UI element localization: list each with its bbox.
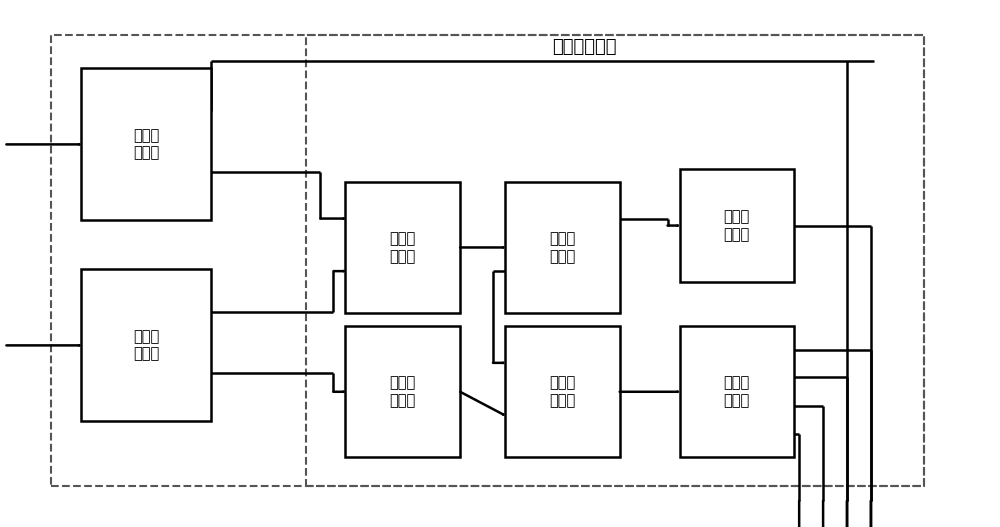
FancyBboxPatch shape (345, 182, 460, 313)
FancyBboxPatch shape (505, 182, 620, 313)
FancyBboxPatch shape (680, 326, 794, 457)
FancyBboxPatch shape (680, 169, 794, 282)
FancyBboxPatch shape (345, 326, 460, 457)
Text: 第二电
合路器: 第二电 合路器 (549, 376, 575, 408)
Text: 第二电
分路器: 第二电 分路器 (133, 329, 159, 362)
Text: 第三电
分路器: 第三电 分路器 (549, 231, 575, 264)
Text: 第四电
分路器: 第四电 分路器 (724, 376, 750, 408)
FancyBboxPatch shape (81, 269, 211, 422)
Text: 第一电
移相器: 第一电 移相器 (390, 376, 416, 408)
Text: 第二电
移相器: 第二电 移相器 (724, 209, 750, 242)
Text: 相位控制模块: 相位控制模块 (553, 37, 617, 55)
Text: 第一电
合路器: 第一电 合路器 (390, 231, 416, 264)
FancyBboxPatch shape (81, 69, 211, 220)
FancyBboxPatch shape (505, 326, 620, 457)
Text: 第一电
分路器: 第一电 分路器 (133, 128, 159, 161)
